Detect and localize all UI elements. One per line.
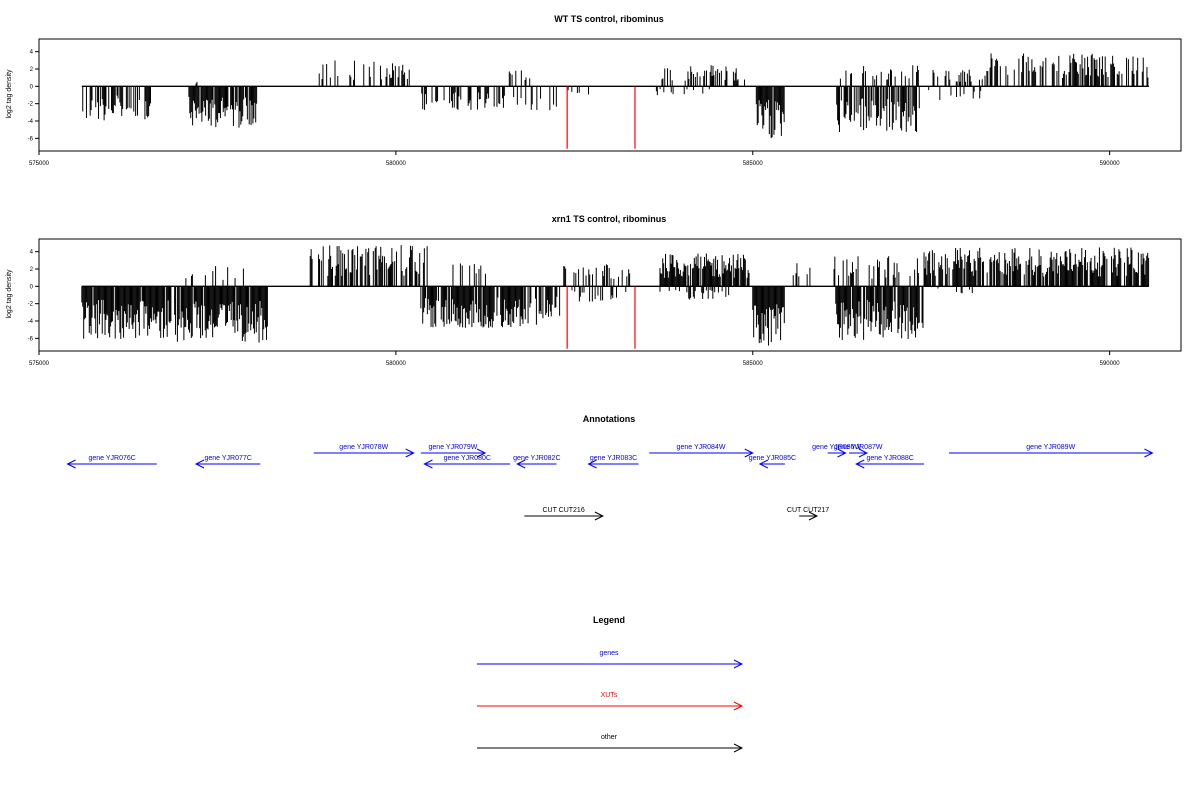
wt-x-tick-label: 590000	[1100, 161, 1121, 167]
gene-annotations: gene YJR076C gene YJR077C gene YJR078W gene…	[66, 444, 1154, 469]
gene-arrowhead	[587, 459, 597, 469]
wt-y-tick-label: -4	[28, 119, 34, 125]
legend-panel: Legend genes XUTs other	[477, 615, 744, 753]
annotations-title: Annotations	[583, 414, 636, 424]
other-annotations: CUT CUT216 CUT CUT217	[524, 507, 829, 521]
gene-arrowhead	[476, 448, 487, 458]
gene-label: gene YJR080C	[444, 455, 491, 462]
wt-x-axis: 575000 580000 585000 590000	[29, 151, 1120, 167]
wt-y-tick-label: 4	[30, 50, 34, 56]
gene-label: gene YJR078W	[339, 444, 388, 451]
xrn1-y-tick-label: -2	[28, 302, 34, 308]
wt-y-tick-label: 2	[30, 67, 34, 73]
legend-arrowhead	[733, 701, 744, 711]
xrn1-x-axis: 575000 580000 585000 590000	[29, 351, 1120, 367]
cut-label: CUT CUT216	[542, 507, 584, 514]
gene-arrowhead	[758, 459, 769, 469]
wt-y-axis-label: log2 tag density	[6, 69, 13, 119]
wt-x-tick-label: 585000	[743, 161, 764, 167]
annotations-panel: Annotations gene YJR076C gene YJR077Cgene…	[66, 414, 1154, 521]
gene-arrowhead	[405, 448, 415, 458]
wt-x-tick-label: 575000	[29, 161, 50, 167]
gene-label: gene YJR085C	[749, 455, 796, 462]
gene-arrowhead	[837, 448, 847, 458]
legend-arrowhead	[733, 743, 744, 753]
gene-arrowhead	[423, 459, 433, 469]
gene-arrowhead	[516, 459, 526, 469]
xrn1-x-tick-label: 585000	[743, 361, 764, 367]
gene-label: gene YJR079W	[429, 444, 478, 451]
xrn1-track-title: xrn1 TS control, ribominus	[552, 214, 667, 224]
wt-xut-markers	[566, 86, 636, 149]
gene-arrowhead	[194, 459, 205, 469]
gene-label: gene YJR088C	[866, 455, 913, 462]
gene-arrowhead	[855, 459, 865, 469]
wt-plot-frame	[38, 38, 1182, 152]
xrn1-y-tick-label: 2	[30, 267, 34, 273]
legend-items: genes XUTs other	[477, 650, 744, 753]
wt-density-bars	[82, 53, 1149, 139]
gene-arrowhead	[744, 448, 754, 458]
gene-label: gene YJR082C	[513, 455, 560, 462]
gene-label: gene YJR087W	[834, 444, 883, 451]
legend-arrowhead	[733, 659, 744, 669]
wt-track-title: WT TS control, ribominus	[554, 14, 664, 24]
gene-label: gene YJR083C	[590, 455, 637, 462]
legend-label: XUTs	[601, 692, 618, 699]
xrn1-x-tick-label: 590000	[1100, 361, 1121, 367]
gene-label: gene YJR076C	[88, 455, 135, 462]
legend-title: Legend	[593, 615, 625, 625]
xrn1-track-panel: xrn1 TS control, ribominus log2 tag dens…	[6, 214, 1182, 367]
gene-label: gene YJR084W	[677, 444, 726, 451]
xrn1-y-tick-label: -4	[28, 319, 34, 325]
legend-label: genes	[599, 650, 619, 657]
wt-x-tick-label: 580000	[386, 161, 407, 167]
cut-label: CUT CUT217	[787, 507, 829, 514]
cut-arrowhead	[594, 511, 604, 521]
gene-label: gene YJR077C	[204, 455, 251, 462]
wt-y-axis: 4 2 0 -2 -4 -6	[28, 50, 39, 142]
xrn1-density-bars	[81, 245, 1150, 346]
xrn1-plot-frame	[38, 238, 1182, 352]
gene-label: gene YJR089W	[1026, 444, 1075, 451]
wt-y-tick-label: -2	[28, 102, 34, 108]
wt-track-panel: WT TS control, ribominus log2 tag densit…	[6, 14, 1182, 167]
xrn1-y-tick-label: -6	[28, 336, 34, 342]
xrn1-y-axis: 4 2 0 -2 -4 -6	[28, 250, 39, 342]
gene-label: gene YJR086W	[812, 444, 861, 451]
xrn1-xut-markers	[566, 286, 636, 349]
cut-arrowhead	[808, 511, 819, 521]
gene-arrowhead	[1144, 448, 1154, 458]
xrn1-y-tick-label: 4	[30, 250, 34, 256]
gene-arrowhead	[66, 459, 76, 469]
gene-arrowhead	[858, 448, 869, 458]
xrn1-y-axis-label: log2 tag density	[6, 269, 13, 319]
wt-y-tick-label: 0	[30, 84, 34, 90]
xrn1-y-tick-label: 0	[30, 284, 34, 290]
xrn1-x-tick-label: 575000	[29, 361, 50, 367]
xrn1-x-tick-label: 580000	[386, 361, 407, 367]
legend-label: other	[601, 734, 618, 741]
wt-y-tick-label: -6	[28, 136, 34, 142]
